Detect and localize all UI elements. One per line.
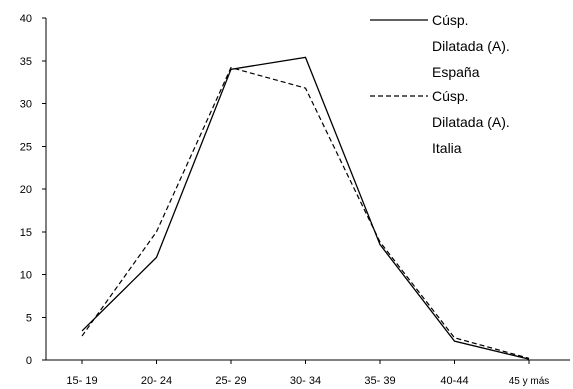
legend: Cúsp. Dilatada (A). España Cúsp. Dilatad… xyxy=(370,12,510,156)
x-tick-label: 35- 39 xyxy=(364,375,395,387)
y-tick-label: 25 xyxy=(20,141,32,153)
x-ticks: 15- 19 20- 24 25- 29 30- 34 35- 39 40-44 45 y … xyxy=(66,360,549,387)
y-tick-label: 20 xyxy=(20,184,32,196)
x-tick-label: 25- 29 xyxy=(215,375,246,387)
y-tick-label: 10 xyxy=(20,270,32,282)
x-tick-label: 40-44 xyxy=(440,375,468,387)
x-tick-label: 15- 19 xyxy=(66,375,97,387)
y-ticks: 0 5 10 15 20 25 30 35 40 xyxy=(20,13,46,367)
y-tick-label: 40 xyxy=(20,13,32,25)
series-lines xyxy=(81,56,530,360)
x-tick-label: 30- 34 xyxy=(290,375,321,387)
legend-label-italia-line3: Italia xyxy=(432,140,462,156)
y-tick-label: 15 xyxy=(20,227,32,239)
legend-label-italia-line2: Dilatada (A). xyxy=(432,114,510,130)
legend-label-italia-line1: Cúsp. xyxy=(432,88,469,104)
legend-label-espana-line3: España xyxy=(432,64,480,80)
x-tick-label: 20- 24 xyxy=(141,375,172,387)
x-tick-label: 45 y más xyxy=(509,376,550,387)
series-line-italia xyxy=(81,66,530,359)
axes xyxy=(45,18,570,361)
legend-label-espana-line1: Cúsp. xyxy=(432,12,469,28)
y-tick-label: 0 xyxy=(26,355,32,367)
y-tick-label: 5 xyxy=(26,312,32,324)
legend-label-espana-line2: Dilatada (A). xyxy=(432,38,510,54)
y-tick-label: 35 xyxy=(20,56,32,68)
y-tick-label: 30 xyxy=(20,99,32,111)
